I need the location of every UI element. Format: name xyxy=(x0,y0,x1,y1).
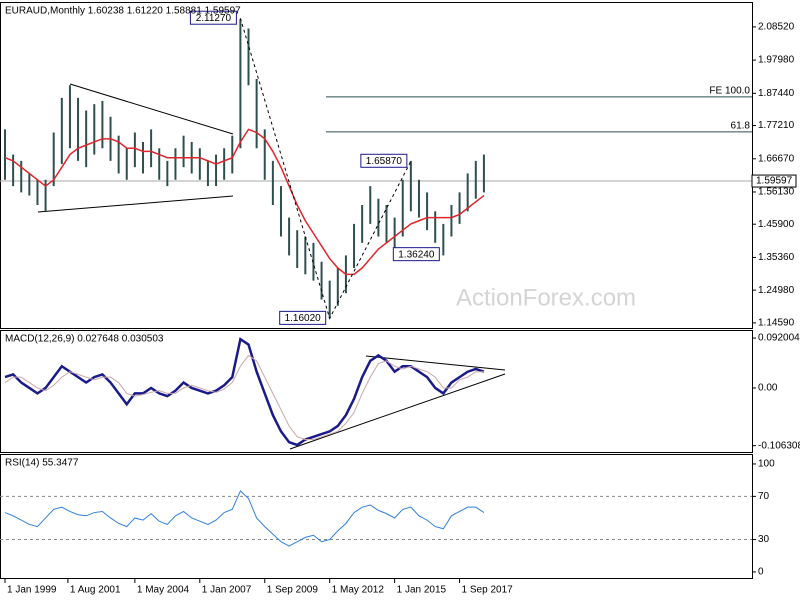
x-tick-label: 1 Aug 2001 xyxy=(70,585,121,596)
annotation-box xyxy=(360,153,408,168)
trendline xyxy=(289,373,506,450)
y-tick-label: 1.66670 xyxy=(758,153,795,164)
panel-title: RSI(14) 55.3477 xyxy=(5,458,79,469)
x-tick-label: 1 Jan 2007 xyxy=(202,585,252,596)
series-line xyxy=(4,354,484,441)
y-tick-label: 30 xyxy=(758,534,770,545)
x-tick-label: 1 May 2004 xyxy=(137,585,190,596)
x-tick-label: 1 Jan 1999 xyxy=(7,585,57,596)
y-tick-label: 1.97980 xyxy=(758,55,795,66)
y-tick-label: 1.56130 xyxy=(758,187,795,198)
y-tick-label: 0 xyxy=(758,567,764,578)
rsi-panel xyxy=(0,454,753,579)
y-tick-label: -0.106308 xyxy=(758,440,800,451)
macd-panel xyxy=(0,330,753,453)
annotation-box xyxy=(189,10,237,25)
projection-line xyxy=(239,18,412,320)
y-tick-label: 1.87440 xyxy=(758,88,795,99)
trendline xyxy=(37,195,234,213)
y-tick-label: 1.45900 xyxy=(758,219,795,230)
annotation-box xyxy=(279,310,327,325)
y-tick-label: 70 xyxy=(758,491,770,502)
x-tick-label: 1 May 2012 xyxy=(332,585,385,596)
y-tick-label: 1.24980 xyxy=(758,285,795,296)
annotation-label: 1.36240 xyxy=(398,249,435,260)
x-tick-label: 1 Sep 2017 xyxy=(462,585,514,596)
level-label: FE 100.0 xyxy=(709,86,750,97)
x-tick-label: 1 Jan 2015 xyxy=(397,585,447,596)
annotation-label: 1.16020 xyxy=(285,313,322,324)
series-line xyxy=(4,128,485,276)
panel-title: EURAUD,Monthly 1.60238 1.61220 1.58881 1… xyxy=(5,6,241,17)
level-label: 61.8 xyxy=(731,121,751,132)
y-tick-label: 1.35360 xyxy=(758,252,795,263)
annotation-box xyxy=(392,247,440,262)
y-tick-label: 1.14590 xyxy=(758,318,795,329)
trendline xyxy=(365,355,506,371)
y-tick-label: 1.77210 xyxy=(758,120,795,131)
trendline xyxy=(69,83,234,135)
last-price-label: 1.59597 xyxy=(756,176,793,187)
annotation-label: 2.11270 xyxy=(196,13,232,24)
y-tick-label: 2.08520 xyxy=(758,22,795,33)
series-line xyxy=(4,490,485,547)
series-line xyxy=(4,337,485,447)
watermark: ActionForex.com xyxy=(456,284,636,311)
x-tick-label: 1 Sep 2009 xyxy=(267,585,319,596)
panel-title: MACD(12,26,9) 0.027648 0.030503 xyxy=(5,334,164,345)
annotation-label: 1.65870 xyxy=(366,156,403,167)
y-tick-label: 100 xyxy=(758,459,775,470)
y-tick-label: 0.00 xyxy=(758,383,778,394)
last-price-box xyxy=(751,174,797,188)
y-tick-label: 0.092004 xyxy=(758,333,800,344)
price-panel xyxy=(0,2,753,329)
